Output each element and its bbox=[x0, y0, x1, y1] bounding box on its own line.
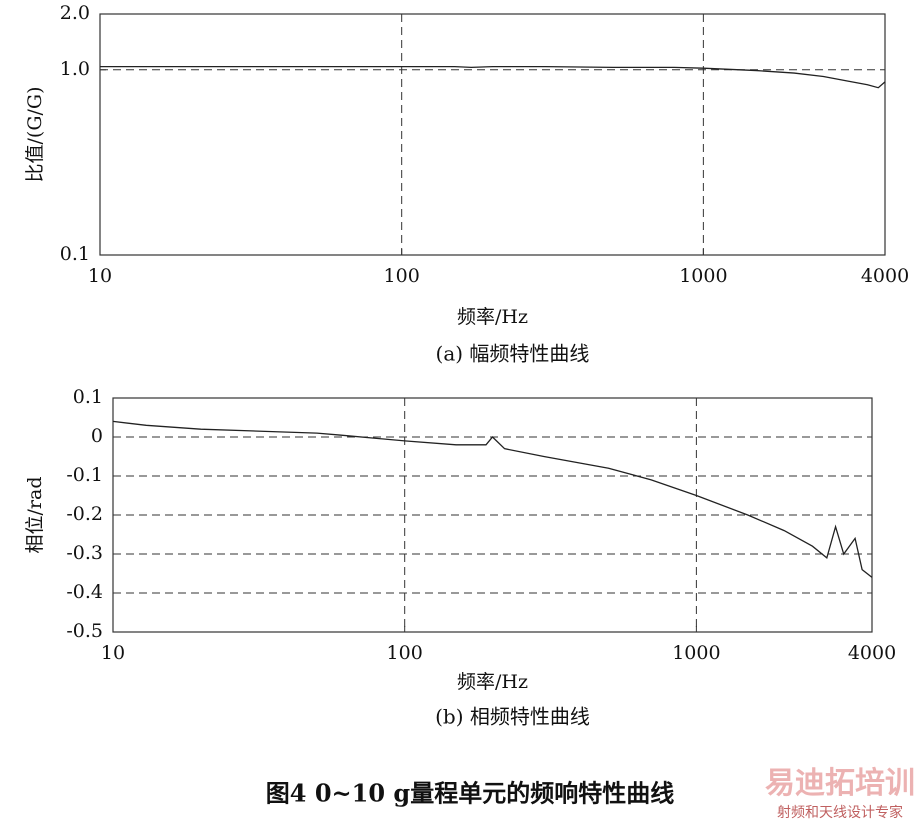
x-tick-label: 4000 bbox=[848, 642, 896, 664]
x-tick-label: 100 bbox=[387, 642, 423, 664]
figure-caption: 图4 0~10 g量程单元的频响特性曲线 bbox=[266, 779, 674, 808]
x-tick-label: 4000 bbox=[861, 265, 909, 287]
chart-caption: (b) 相频特性曲线 bbox=[435, 705, 590, 729]
watermark-title: 易迪拓培训 bbox=[765, 766, 915, 801]
y-tick-label: -0.1 bbox=[66, 464, 103, 486]
x-tick-label: 1000 bbox=[672, 642, 720, 664]
y-tick-label: 2.0 bbox=[60, 2, 90, 24]
x-axis-label: 频率/Hz bbox=[457, 306, 528, 328]
x-tick-label: 10 bbox=[101, 642, 125, 664]
y-tick-label: 1.0 bbox=[60, 58, 90, 80]
x-tick-label: 10 bbox=[88, 265, 112, 287]
y-tick-label: 0.1 bbox=[60, 243, 90, 265]
chart-caption: (a) 幅频特性曲线 bbox=[436, 342, 590, 366]
data-line bbox=[100, 65, 886, 89]
x-tick-label: 100 bbox=[384, 265, 420, 287]
x-tick-label: 1000 bbox=[679, 265, 727, 287]
y-tick-label: -0.3 bbox=[66, 542, 103, 564]
data-line bbox=[112, 420, 873, 578]
x-axis-label: 频率/Hz bbox=[457, 671, 528, 693]
y-tick-label: 0 bbox=[91, 425, 103, 447]
plot-frame bbox=[99, 13, 886, 256]
y-tick-label: -0.4 bbox=[66, 581, 103, 603]
y-tick-label: 0.1 bbox=[73, 386, 103, 408]
y-tick-label: -0.5 bbox=[66, 620, 103, 642]
watermark-subtitle: 射频和天线设计专家 bbox=[777, 804, 903, 821]
y-axis-label: 比值/(G/G) bbox=[24, 87, 46, 183]
y-tick-label: -0.2 bbox=[66, 503, 103, 525]
y-axis-label: 相位/rad bbox=[24, 477, 46, 554]
